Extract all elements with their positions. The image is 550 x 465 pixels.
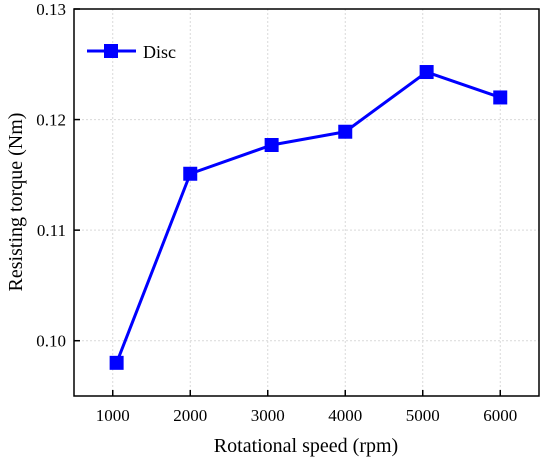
data-point <box>493 90 508 105</box>
data-point <box>338 124 353 139</box>
y-tick-label: 0.12 <box>36 111 66 130</box>
x-tick-label: 4000 <box>328 406 362 425</box>
y-tick-label: 0.10 <box>36 332 66 351</box>
legend-label: Disc <box>143 42 176 62</box>
y-tick-labels: 0.10 0.11 0.12 0.13 <box>36 0 66 351</box>
x-tick-label: 5000 <box>406 406 440 425</box>
x-tick-label: 3000 <box>251 406 285 425</box>
data-point <box>264 138 279 153</box>
legend: Disc <box>87 42 176 62</box>
plot-frame <box>73 8 540 397</box>
data-point <box>419 65 434 80</box>
y-tick-label: 0.13 <box>36 0 66 19</box>
y-axis-label: Resisting torque (Nm) <box>5 113 27 292</box>
series-line <box>115 70 501 364</box>
legend-marker <box>104 44 118 58</box>
data-point <box>183 166 198 181</box>
x-tick-label: 2000 <box>173 406 207 425</box>
tick-layer <box>74 8 501 396</box>
grid-layer <box>74 8 539 396</box>
series-layer <box>109 65 508 370</box>
x-axis-label: Rotational speed (rpm) <box>214 435 398 457</box>
data-point <box>109 355 124 370</box>
x-tick-labels: 1000 2000 3000 4000 5000 6000 <box>96 406 518 425</box>
x-tick-label: 1000 <box>96 406 130 425</box>
y-tick-label: 0.11 <box>37 221 66 240</box>
x-tick-label: 6000 <box>483 406 517 425</box>
